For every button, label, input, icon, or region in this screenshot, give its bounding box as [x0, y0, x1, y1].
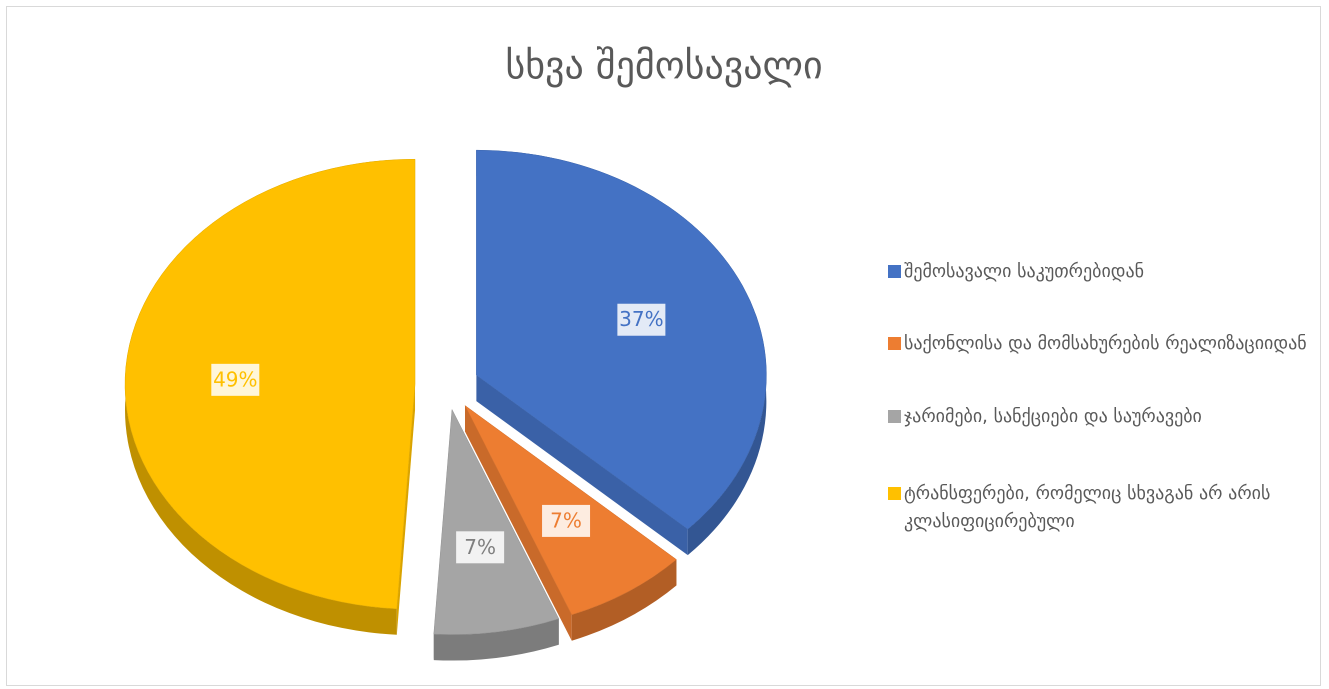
legend-label: საქონლისა და მომსახურების რეალიზაციიდან	[904, 333, 1307, 354]
slice	[476, 149, 767, 530]
slice-edge	[396, 384, 416, 635]
chart-card	[6, 6, 1321, 686]
data-label-box	[542, 504, 591, 537]
data-label-box	[211, 363, 260, 396]
chart-title: სხვა შემოსავალი	[505, 44, 822, 88]
data-label-box	[456, 531, 505, 564]
legend-entry: ჯარიმები, სანქციები და საურავები	[888, 403, 1308, 431]
data-label: 7%	[550, 508, 582, 532]
slice	[433, 408, 560, 635]
data-label: 37%	[619, 307, 663, 331]
legend-label: ჯარიმები, სანქციები და საურავები	[904, 406, 1202, 427]
legend-label: ტრანსფერები, რომელიც სხვაგან არ არის კლა…	[904, 483, 1271, 532]
slice-side	[571, 559, 677, 641]
slice-tops: 37% 7% 7% 49%	[124, 149, 767, 635]
slice-edge	[464, 405, 572, 641]
legend-entry: საქონლისა და მომსახურების რეალიზაციიდან	[888, 330, 1308, 358]
data-label: 49%	[213, 367, 257, 391]
slice-edge	[476, 375, 688, 556]
legend-label: შემოსავალი საკუთრებიდან	[904, 261, 1145, 282]
data-label: 7%	[464, 535, 496, 559]
legend-entry: შემოსავალი საკუთრებიდან	[888, 258, 1308, 286]
legend-swatch	[888, 410, 901, 423]
legend-swatch	[888, 337, 901, 350]
legend-swatch	[888, 487, 901, 500]
slice-side	[433, 618, 559, 661]
slice	[124, 158, 416, 610]
data-label-box	[617, 303, 666, 336]
legend-entry: ტრანსფერები, რომელიც სხვაგან არ არის კლა…	[888, 480, 1308, 536]
legend-swatch	[888, 265, 901, 278]
